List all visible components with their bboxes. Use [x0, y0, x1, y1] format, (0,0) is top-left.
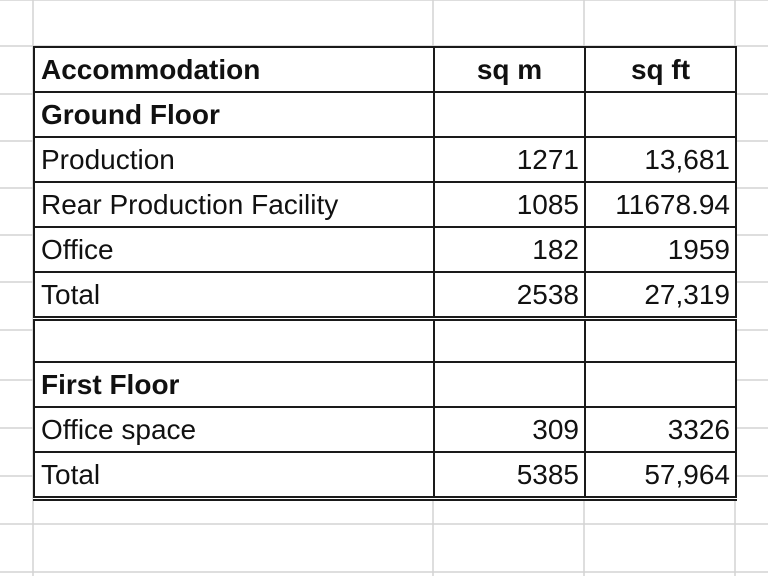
cell-label[interactable]: Total	[33, 271, 435, 321]
cell-label[interactable]: Office space	[33, 405, 435, 453]
cell-sqm[interactable]: 182	[433, 226, 586, 273]
cell-label[interactable]: Total	[33, 450, 435, 501]
cell-sqm[interactable]	[433, 317, 586, 363]
cell-label[interactable]	[33, 317, 435, 363]
table-row-total: Total 2538 27,319	[33, 271, 737, 321]
cell-sqm[interactable]	[433, 91, 586, 138]
header-cell-sqm[interactable]: sq m	[433, 46, 586, 93]
cell-label[interactable]: Ground Floor	[33, 91, 435, 138]
table-row: Ground Floor	[33, 91, 737, 138]
header-cell-accommodation[interactable]: Accommodation	[33, 46, 435, 93]
cell-sqm[interactable]	[433, 360, 586, 408]
cell-label[interactable]: Production	[33, 136, 435, 183]
cell-sqft[interactable]: 27,319	[584, 271, 737, 321]
table-row: Office 182 1959	[33, 226, 737, 273]
cell-sqm[interactable]: 1085	[433, 181, 586, 228]
cell-sqm[interactable]: 309	[433, 405, 586, 453]
cell-label[interactable]: Office	[33, 226, 435, 273]
cell-sqft[interactable]	[584, 317, 737, 363]
table-row: Office space 309 3326	[33, 405, 737, 453]
header-cell-sqft[interactable]: sq ft	[584, 46, 737, 93]
cell-label[interactable]: Rear Production Facility	[33, 181, 435, 228]
table-row: Production 1271 13,681	[33, 136, 737, 183]
cell-sqft[interactable]: 1959	[584, 226, 737, 273]
cell-label[interactable]: First Floor	[33, 360, 435, 408]
table-row-total: Total 5385 57,964	[33, 450, 737, 501]
table-row: First Floor	[33, 360, 737, 408]
table-row	[33, 317, 737, 363]
cell-sqm[interactable]: 2538	[433, 271, 586, 321]
cell-sqft[interactable]: 11678.94	[584, 181, 737, 228]
accommodation-table: Accommodation sq m sq ft Ground Floor Pr…	[33, 46, 737, 501]
cell-sqm[interactable]: 5385	[433, 450, 586, 501]
cell-sqm[interactable]: 1271	[433, 136, 586, 183]
cell-sqft[interactable]: 57,964	[584, 450, 737, 501]
cell-sqft[interactable]: 13,681	[584, 136, 737, 183]
cell-sqft[interactable]	[584, 91, 737, 138]
cell-sqft[interactable]	[584, 360, 737, 408]
header-row: Accommodation sq m sq ft	[33, 46, 737, 93]
table-row: Rear Production Facility 1085 11678.94	[33, 181, 737, 228]
cell-sqft[interactable]: 3326	[584, 405, 737, 453]
